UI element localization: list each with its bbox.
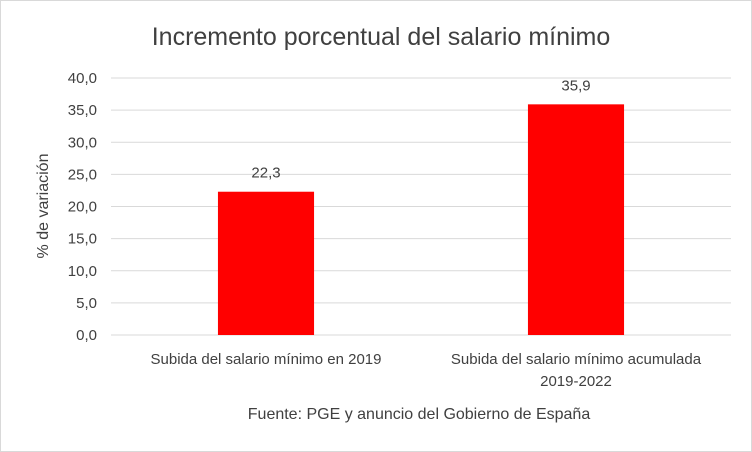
data-label: 35,9 xyxy=(561,77,590,94)
data-label: 22,3 xyxy=(251,165,280,182)
chart-title: Incremento porcentual del salario mínimo xyxy=(152,23,611,51)
gridlines xyxy=(111,77,731,336)
data-labels: 22,3 35,9 xyxy=(251,77,590,181)
y-tick-label: 40,0 xyxy=(68,70,97,87)
y-axis-ticks: 0,0 5,0 10,0 15,0 20,0 25,0 30,0 35,0 40,0 xyxy=(68,70,97,344)
y-tick-label: 10,0 xyxy=(68,263,97,280)
y-tick-label: 0,0 xyxy=(76,327,97,344)
bar xyxy=(217,191,315,335)
bar xyxy=(527,104,625,335)
y-tick-label: 5,0 xyxy=(76,295,97,312)
y-tick-label: 25,0 xyxy=(68,166,97,183)
y-tick-label: 15,0 xyxy=(68,231,97,248)
y-axis-label: % de variación xyxy=(35,154,52,259)
y-tick-label: 30,0 xyxy=(68,134,97,151)
x-axis-ticks: Subida del salario mínimo en 2019 Subida … xyxy=(151,351,702,390)
x-tick-label: Subida del salario mínimo en 2019 xyxy=(151,351,382,368)
x-tick-label: Subida del salario mínimo acumulada xyxy=(451,351,702,368)
y-tick-label: 35,0 xyxy=(68,102,97,119)
source-note: Fuente: PGE y anuncio del Gobierno de Es… xyxy=(248,406,591,423)
y-tick-label: 20,0 xyxy=(68,199,97,216)
x-tick-label: 2019-2022 xyxy=(540,373,612,390)
bars xyxy=(217,104,625,335)
